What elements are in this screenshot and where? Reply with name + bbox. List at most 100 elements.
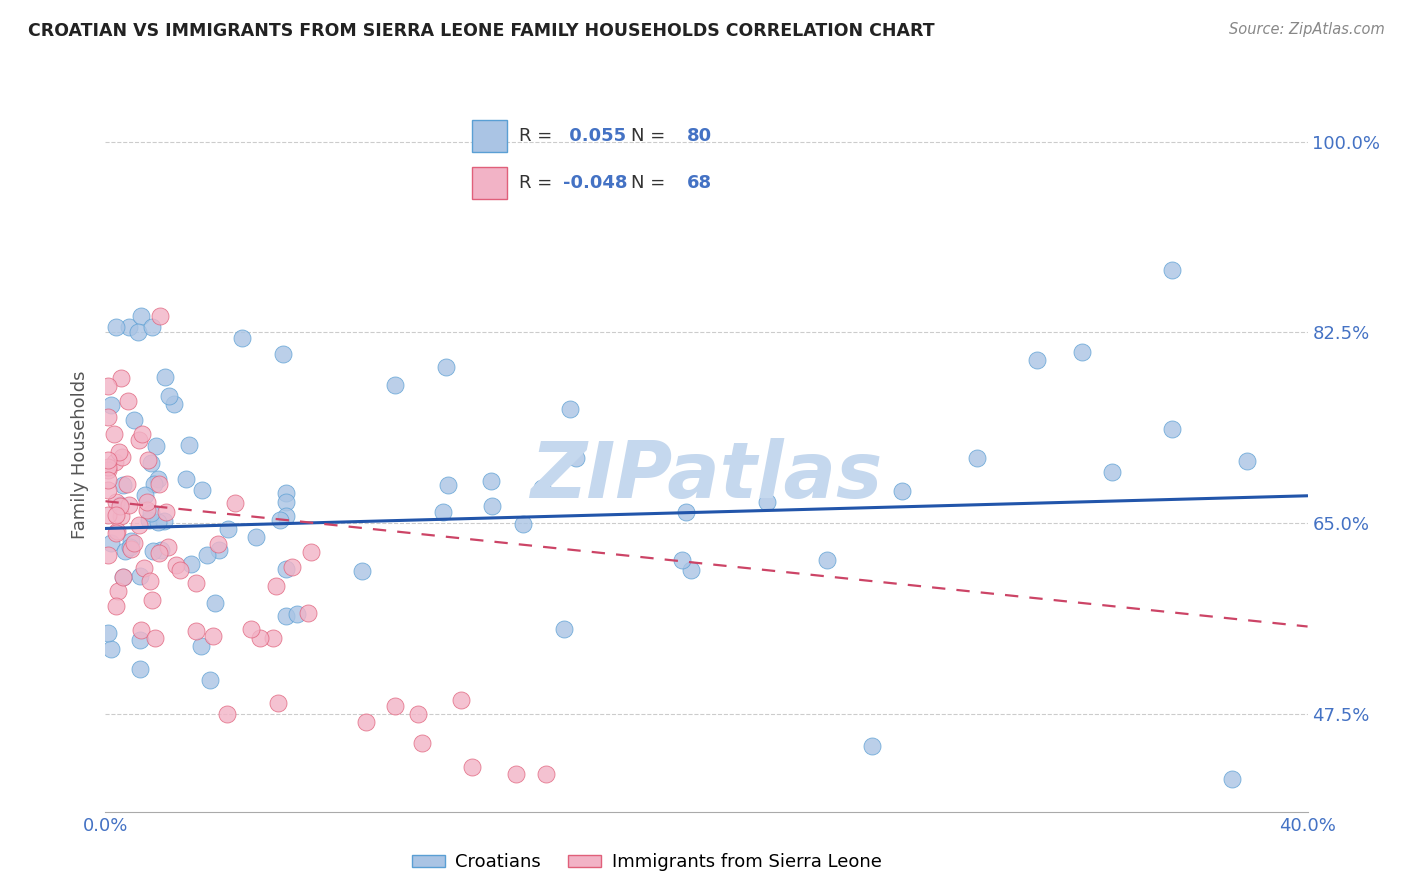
Point [262, 631, 284, 645]
Point [97, 508, 120, 522]
Point [141, 319, 163, 334]
Point [274, 608, 297, 623]
Point [142, 544, 165, 558]
Point [558, 402, 581, 417]
Point [224, 496, 246, 510]
Point [145, 439, 167, 453]
Point [105, 495, 128, 509]
Point [280, 560, 302, 574]
Point [299, 545, 322, 559]
Text: 68: 68 [688, 174, 711, 192]
Point [530, 481, 553, 495]
Point [157, 541, 180, 555]
Point [148, 477, 170, 491]
Point [104, 508, 127, 523]
Point [120, 541, 142, 556]
Point [129, 569, 152, 583]
Point [890, 484, 912, 499]
Point [553, 622, 575, 636]
Point [132, 561, 155, 575]
Point [136, 495, 159, 509]
Point [481, 499, 503, 513]
Point [184, 624, 207, 639]
Point [139, 506, 162, 520]
Point [111, 450, 134, 464]
Point [411, 736, 433, 750]
Point [815, 552, 838, 566]
Point [134, 488, 156, 502]
Point [107, 584, 129, 599]
Point [534, 766, 557, 780]
Point [131, 309, 153, 323]
Point [434, 359, 457, 374]
Point [679, 563, 702, 577]
Point [97, 473, 120, 487]
Point [97, 453, 120, 467]
Point [860, 739, 883, 754]
Point [169, 563, 191, 577]
Point [406, 706, 429, 721]
Point [141, 592, 163, 607]
Point [112, 477, 135, 491]
Point [97, 378, 120, 392]
Point [122, 413, 145, 427]
Point [152, 514, 174, 528]
Point [274, 486, 297, 500]
Point [675, 505, 697, 519]
Point [150, 543, 173, 558]
Y-axis label: Family Households: Family Households [72, 371, 90, 539]
Point [384, 699, 406, 714]
Point [207, 537, 229, 551]
Point [118, 540, 141, 554]
Point [139, 574, 162, 588]
Text: CROATIAN VS IMMIGRANTS FROM SIERRA LEONE FAMILY HOUSEHOLDS CORRELATION CHART: CROATIAN VS IMMIGRANTS FROM SIERRA LEONE… [28, 22, 935, 40]
Point [136, 452, 159, 467]
Text: ZIPatlas: ZIPatlas [530, 438, 883, 515]
Point [481, 474, 503, 488]
Text: N =: N = [631, 174, 671, 192]
Point [118, 498, 141, 512]
Point [97, 463, 120, 477]
Point [1222, 772, 1244, 786]
Text: R =: R = [519, 174, 558, 192]
Point [264, 579, 287, 593]
Point [118, 319, 141, 334]
Point [111, 569, 134, 583]
Point [249, 631, 271, 645]
Point [174, 473, 197, 487]
Point [285, 607, 308, 621]
Point [115, 477, 138, 491]
Point [146, 472, 169, 486]
Point [153, 370, 176, 384]
Point [103, 427, 125, 442]
Point [100, 536, 122, 550]
Point [120, 533, 142, 548]
Point [755, 494, 778, 508]
Point [127, 326, 149, 340]
Point [239, 622, 262, 636]
Point [564, 450, 586, 465]
Point [143, 631, 166, 645]
Point [108, 500, 131, 514]
Point [177, 438, 200, 452]
Point [128, 434, 150, 448]
Text: R =: R = [519, 127, 558, 145]
Text: Source: ZipAtlas.com: Source: ZipAtlas.com [1229, 22, 1385, 37]
Point [245, 530, 267, 544]
Point [512, 516, 534, 531]
Point [1101, 465, 1123, 479]
Bar [472, 167, 508, 199]
Point [110, 508, 132, 523]
Point [274, 509, 297, 524]
Text: N =: N = [631, 127, 671, 145]
Point [148, 546, 170, 560]
Text: -0.048: -0.048 [564, 174, 627, 192]
Point [128, 662, 150, 676]
Legend: Croatians, Immigrants from Sierra Leone: Croatians, Immigrants from Sierra Leone [405, 847, 889, 879]
Point [97, 460, 120, 475]
Point [208, 543, 231, 558]
Point [1161, 263, 1184, 277]
Point [100, 398, 122, 412]
Point [104, 599, 127, 613]
Point [108, 445, 131, 459]
